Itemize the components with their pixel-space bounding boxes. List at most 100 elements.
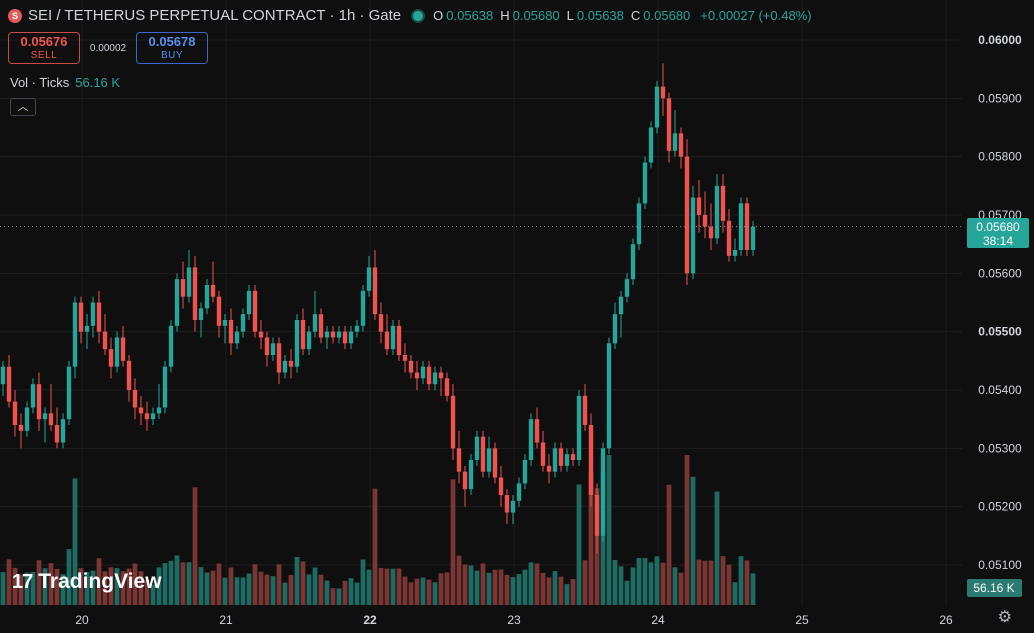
candle-body bbox=[450, 395, 456, 449]
collapse-legend-button[interactable]: ︿ bbox=[10, 98, 36, 116]
sell-label: SELL bbox=[30, 50, 58, 61]
buy-label: BUY bbox=[160, 50, 184, 61]
volume-bar bbox=[642, 558, 648, 605]
candle-body bbox=[78, 302, 84, 332]
volume-bar bbox=[384, 568, 390, 605]
volume-bar bbox=[570, 579, 576, 605]
candle-body bbox=[174, 279, 180, 326]
symbol-title[interactable]: SEI / TETHERUS PERPETUAL CONTRACT · 1h ·… bbox=[28, 7, 402, 24]
candle-body bbox=[420, 366, 426, 379]
tradingview-logo[interactable]: 17 TradingView bbox=[12, 570, 162, 594]
price-tick-label: 0.05400 bbox=[978, 383, 1022, 397]
time-tick-label: 25 bbox=[795, 613, 809, 627]
last-price-tag-bg bbox=[967, 218, 1029, 248]
last-price-value: 0.05680 bbox=[976, 220, 1020, 234]
candle-body bbox=[228, 320, 234, 344]
candle-body bbox=[270, 343, 276, 355]
candle-body bbox=[258, 331, 264, 338]
volume-tag: 56.16 K bbox=[967, 579, 1022, 597]
candle-body bbox=[6, 366, 12, 402]
volume-bar bbox=[204, 572, 210, 605]
candle-body bbox=[690, 197, 696, 274]
candle-body bbox=[648, 127, 654, 163]
volume-bar bbox=[336, 588, 342, 605]
volume-bar bbox=[372, 488, 378, 605]
volume-bar bbox=[540, 572, 546, 605]
volume-bar bbox=[702, 560, 708, 605]
candle-body bbox=[438, 372, 444, 379]
candle-body bbox=[462, 471, 468, 490]
candle-body bbox=[714, 185, 720, 239]
volume-bar bbox=[126, 568, 132, 605]
volume-bar bbox=[324, 580, 330, 605]
volume-bar bbox=[354, 582, 360, 605]
candle-body bbox=[384, 331, 390, 350]
volume-bar bbox=[48, 563, 54, 605]
volume-bar bbox=[294, 556, 300, 605]
candle-body bbox=[540, 442, 546, 466]
candle-body bbox=[678, 133, 684, 157]
volume-bar bbox=[558, 576, 564, 605]
candle-body bbox=[402, 355, 408, 361]
ohlc-key: O bbox=[433, 8, 444, 23]
volume-bar bbox=[132, 563, 138, 605]
volume-legend[interactable]: Vol · Ticks 56.16 K bbox=[10, 75, 120, 90]
volume-bar bbox=[276, 564, 282, 605]
volume-bar bbox=[444, 572, 450, 605]
candle-body bbox=[606, 343, 612, 449]
volume-bar bbox=[390, 568, 396, 605]
candle-body bbox=[378, 314, 384, 332]
price-tick-label: 0.05900 bbox=[978, 91, 1022, 105]
volume-bar bbox=[6, 559, 12, 605]
volume-bar bbox=[528, 562, 534, 605]
time-tick-label: 24 bbox=[651, 613, 665, 627]
candle-body bbox=[492, 448, 498, 478]
price-tick-label: 0.05600 bbox=[978, 266, 1022, 280]
candle-body bbox=[246, 290, 252, 315]
volume-bar bbox=[750, 573, 756, 605]
candle-body bbox=[468, 460, 474, 490]
time-tick-label: 23 bbox=[507, 613, 521, 627]
volume-bar bbox=[708, 560, 714, 605]
candle-body bbox=[324, 331, 330, 338]
volume-bar bbox=[480, 563, 486, 605]
volume-bar bbox=[546, 577, 552, 605]
candle-body bbox=[624, 279, 630, 297]
candle-body bbox=[48, 413, 54, 425]
candle-body bbox=[552, 448, 558, 472]
volume-bar bbox=[24, 572, 30, 605]
volume-bar bbox=[630, 567, 636, 605]
volume-bar bbox=[252, 564, 258, 605]
volume-bar bbox=[72, 478, 78, 605]
volume-bar bbox=[90, 570, 96, 605]
candle-body bbox=[126, 360, 132, 390]
buy-button[interactable]: 0.05678 BUY bbox=[136, 32, 208, 64]
settings-gear-icon[interactable]: ⚙ bbox=[997, 609, 1012, 626]
candle-body bbox=[750, 226, 756, 250]
candle-body bbox=[30, 384, 36, 408]
volume-bar bbox=[552, 571, 558, 605]
volume-bar bbox=[330, 588, 336, 605]
price-tick-label: 0.05300 bbox=[978, 441, 1022, 455]
volume-bar bbox=[192, 487, 198, 605]
tradingview-wordmark: TradingView bbox=[38, 570, 162, 593]
market-status-icon[interactable] bbox=[411, 8, 426, 23]
trade-buttons: 0.05676 SELL 0.00002 0.05678 BUY bbox=[8, 32, 208, 64]
volume-bar bbox=[510, 577, 516, 605]
volume-bar bbox=[258, 571, 264, 605]
candle-body bbox=[156, 407, 162, 414]
sell-button[interactable]: 0.05676 SELL bbox=[8, 32, 80, 64]
candle-body bbox=[486, 448, 492, 472]
volume-bar bbox=[522, 569, 528, 605]
volume-bar bbox=[318, 574, 324, 605]
volume-bar bbox=[342, 580, 348, 605]
candle-body bbox=[120, 337, 126, 361]
volume-bar bbox=[270, 576, 276, 605]
candle-body bbox=[504, 495, 510, 513]
volume-bar bbox=[564, 584, 570, 605]
volume-bar bbox=[456, 555, 462, 605]
time-axis[interactable]: 20 21 22 23 24 25 26 bbox=[75, 613, 953, 627]
last-price-tag: 0.05680 38:14 bbox=[967, 218, 1029, 248]
volume-bar bbox=[714, 491, 720, 605]
